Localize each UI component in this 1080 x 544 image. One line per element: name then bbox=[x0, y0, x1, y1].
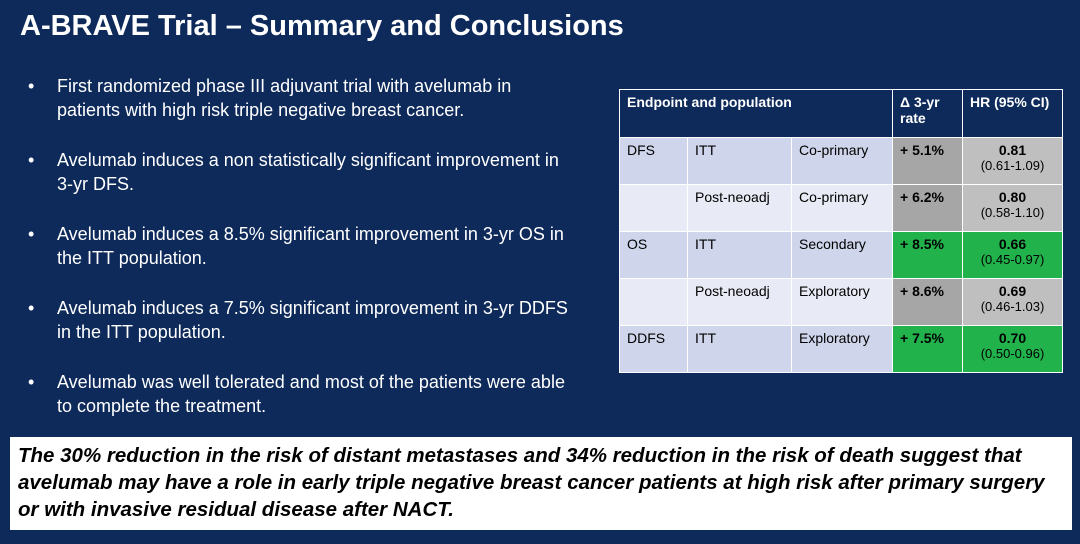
confidence-interval: (0.61-1.09) bbox=[980, 158, 1045, 173]
bullet: Avelumab induces a 7.5% significant impr… bbox=[28, 296, 568, 344]
bullet: Avelumab was well tolerated and most of … bbox=[28, 370, 568, 418]
table-cell: DDFS bbox=[619, 325, 688, 373]
conclusion-box: The 30% reduction in the risk of distant… bbox=[10, 437, 1072, 530]
delta-cell: + 8.5% bbox=[892, 231, 963, 279]
hazard-ratio: 0.69 bbox=[998, 283, 1027, 299]
hazard-ratio: 0.70 bbox=[998, 330, 1027, 346]
results-table: Endpoint and population Δ 3-yr rate HR (… bbox=[619, 89, 1063, 373]
table-cell: Post-neoadj bbox=[687, 184, 792, 232]
table-cell: OS bbox=[619, 231, 688, 279]
header-cell: Δ 3-yr rate bbox=[892, 89, 963, 138]
table-row: DFS ITT Co-primary + 5.1% 0.81 (0.61-1.09) bbox=[619, 137, 1063, 185]
hr-cell: 0.80 (0.58-1.10) bbox=[962, 184, 1063, 232]
hazard-ratio: 0.81 bbox=[998, 142, 1027, 158]
table-cell: Exploratory bbox=[791, 278, 893, 326]
confidence-interval: (0.46-1.03) bbox=[980, 299, 1045, 314]
confidence-interval: (0.45-0.97) bbox=[980, 252, 1045, 267]
delta-cell: + 7.5% bbox=[892, 325, 963, 373]
table-row: DDFS ITT Exploratory + 7.5% 0.70 (0.50-0.96) bbox=[619, 325, 1063, 373]
table-cell: ITT bbox=[687, 231, 792, 279]
hr-cell: 0.70 (0.50-0.96) bbox=[962, 325, 1063, 373]
table-cell bbox=[619, 278, 688, 326]
bullet: Avelumab induces a 8.5% significant impr… bbox=[28, 222, 568, 270]
hazard-ratio: 0.80 bbox=[998, 189, 1027, 205]
delta-cell: + 6.2% bbox=[892, 184, 963, 232]
table-row: OS ITT Secondary + 8.5% 0.66 (0.45-0.97) bbox=[619, 231, 1063, 279]
hr-cell: 0.69 (0.46-1.03) bbox=[962, 278, 1063, 326]
confidence-interval: (0.58-1.10) bbox=[980, 205, 1045, 220]
table-cell: Secondary bbox=[791, 231, 893, 279]
delta-cell: + 8.6% bbox=[892, 278, 963, 326]
table-cell: ITT bbox=[687, 325, 792, 373]
table-cell: Co-primary bbox=[791, 137, 893, 185]
table-cell: Co-primary bbox=[791, 184, 893, 232]
table-row: Post-neoadj Exploratory + 8.6% 0.69 (0.46-1.… bbox=[619, 278, 1063, 326]
bullet-list: First randomized phase III adjuvant tria… bbox=[28, 74, 568, 444]
slide-title: A-BRAVE Trial – Summary and Conclusions bbox=[20, 10, 624, 42]
hazard-ratio: 0.66 bbox=[998, 236, 1027, 252]
table-cell: Post-neoadj bbox=[687, 278, 792, 326]
bullet: First randomized phase III adjuvant tria… bbox=[28, 74, 568, 122]
delta-cell: + 5.1% bbox=[892, 137, 963, 185]
confidence-interval: (0.50-0.96) bbox=[980, 346, 1045, 361]
header-cell: Endpoint and population bbox=[619, 89, 893, 138]
hr-cell: 0.66 (0.45-0.97) bbox=[962, 231, 1063, 279]
table-cell: DFS bbox=[619, 137, 688, 185]
header-cell: HR (95% CI) bbox=[962, 89, 1063, 138]
table-cell: Exploratory bbox=[791, 325, 893, 373]
table-cell: ITT bbox=[687, 137, 792, 185]
bullet: Avelumab induces a non statistically sig… bbox=[28, 148, 568, 196]
hr-cell: 0.81 (0.61-1.09) bbox=[962, 137, 1063, 185]
table-row: Post-neoadj Co-primary + 6.2% 0.80 (0.58-1.1… bbox=[619, 184, 1063, 232]
table-cell bbox=[619, 184, 688, 232]
header-row: Endpoint and population Δ 3-yr rate HR (… bbox=[619, 89, 1063, 138]
